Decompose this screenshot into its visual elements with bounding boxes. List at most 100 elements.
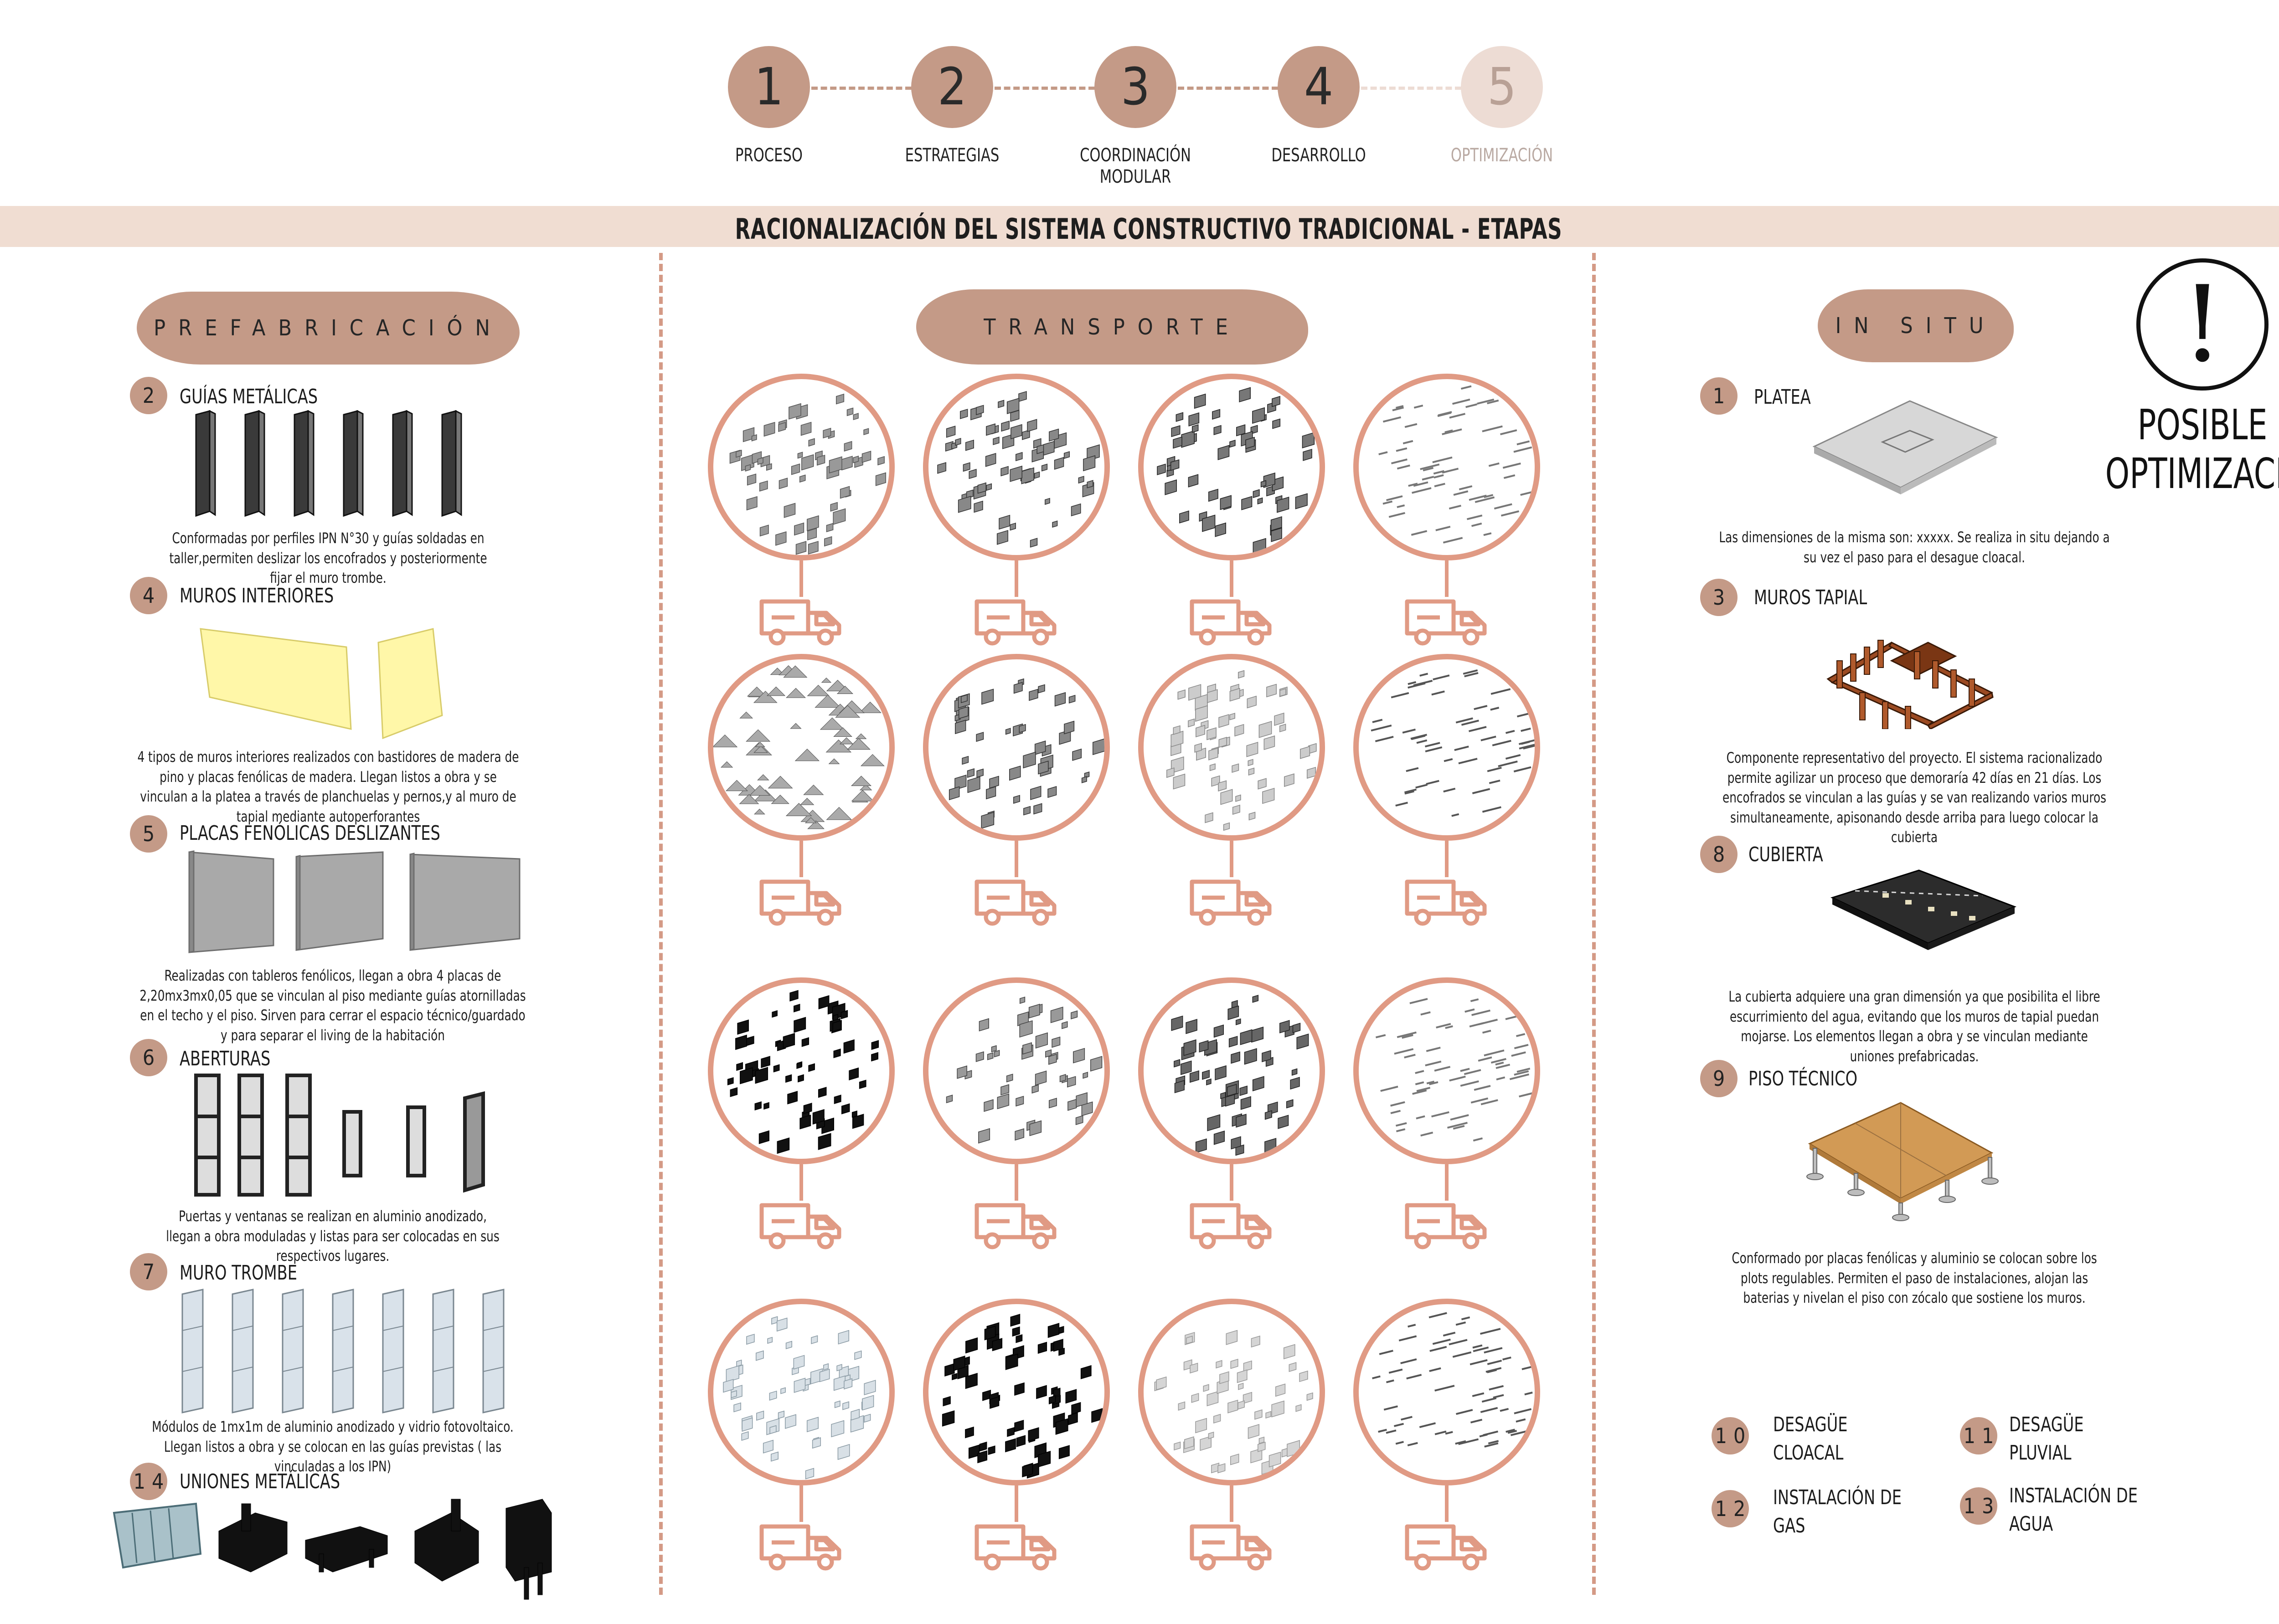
load-item bbox=[1415, 1081, 1424, 1085]
load-item bbox=[986, 483, 992, 491]
load-item bbox=[1274, 712, 1284, 726]
load-item bbox=[1220, 495, 1232, 510]
item-number-badge: 7 bbox=[130, 1253, 167, 1290]
load-item bbox=[1005, 1438, 1016, 1453]
load-items bbox=[946, 997, 1103, 1144]
load-item bbox=[1245, 437, 1255, 449]
load-item bbox=[818, 1133, 831, 1150]
load-item bbox=[1451, 813, 1459, 817]
load-item bbox=[1252, 407, 1265, 424]
load-item bbox=[836, 393, 845, 405]
load-item bbox=[830, 502, 838, 512]
load-item bbox=[1487, 1360, 1502, 1365]
load-item bbox=[1213, 1131, 1225, 1145]
load-item bbox=[1391, 458, 1408, 464]
load-item bbox=[1393, 1423, 1404, 1427]
load-item bbox=[960, 694, 968, 704]
load-item bbox=[1395, 1441, 1404, 1445]
load-item bbox=[1030, 538, 1038, 548]
load-item bbox=[1188, 684, 1201, 701]
load-item bbox=[1423, 467, 1434, 472]
load-item bbox=[1453, 1125, 1465, 1130]
load-item bbox=[800, 421, 812, 436]
load-item bbox=[1023, 751, 1036, 769]
load-item bbox=[735, 1034, 747, 1050]
load-item bbox=[839, 737, 854, 745]
truck-icon bbox=[1403, 1522, 1490, 1572]
step-5-circle[interactable]: 5 bbox=[1461, 46, 1543, 128]
badge-number: 7 bbox=[142, 1259, 155, 1284]
load-item bbox=[1464, 1069, 1481, 1075]
load-item bbox=[1434, 1066, 1451, 1072]
load-item bbox=[1194, 743, 1202, 753]
step-2-circle[interactable]: 2 bbox=[911, 46, 993, 128]
metal-joints-illustration bbox=[113, 1499, 552, 1600]
load-item bbox=[1433, 474, 1444, 478]
load-item bbox=[799, 797, 815, 805]
column-divider-left bbox=[659, 253, 663, 1595]
load-item bbox=[1253, 489, 1260, 499]
load-item bbox=[1188, 474, 1199, 488]
load-item bbox=[1049, 428, 1059, 442]
load-item bbox=[853, 455, 859, 463]
load-item bbox=[1426, 780, 1439, 785]
load-item bbox=[1388, 1368, 1403, 1374]
load-item bbox=[799, 1115, 811, 1130]
load-items bbox=[729, 393, 887, 555]
load-item bbox=[1184, 1436, 1194, 1449]
step-4-circle[interactable]: 4 bbox=[1278, 46, 1360, 128]
load-item bbox=[1023, 806, 1031, 816]
trombe-wall-illustration bbox=[181, 1289, 505, 1413]
load-item bbox=[984, 1099, 994, 1112]
load-item bbox=[977, 482, 986, 494]
load-item bbox=[826, 523, 834, 533]
load-item bbox=[807, 684, 830, 696]
load-item bbox=[1470, 998, 1479, 1002]
badge-number: 10 bbox=[1715, 1424, 1752, 1448]
load-item bbox=[815, 694, 841, 708]
load-item bbox=[1241, 496, 1253, 510]
load-item bbox=[1016, 1095, 1024, 1107]
step-3-circle[interactable]: 3 bbox=[1094, 46, 1176, 128]
load-item bbox=[1505, 1014, 1521, 1020]
item-number-badge: 3 bbox=[1700, 579, 1738, 616]
load-item bbox=[1232, 804, 1240, 815]
load-item bbox=[833, 508, 846, 525]
load-item bbox=[1445, 1025, 1453, 1029]
load-item bbox=[1208, 488, 1218, 502]
load-item bbox=[824, 536, 832, 547]
load-item bbox=[832, 1020, 842, 1032]
section-title-text: PREFABRICACIÓN bbox=[154, 315, 503, 341]
load-item bbox=[1434, 1430, 1447, 1435]
load-item bbox=[779, 478, 788, 489]
load-item bbox=[981, 689, 994, 705]
load-item bbox=[1489, 779, 1500, 784]
load-item bbox=[801, 1037, 810, 1047]
load-item bbox=[798, 1074, 804, 1083]
load-item bbox=[1473, 1137, 1483, 1142]
section-title-transporte: TRANSPORTE bbox=[916, 289, 1308, 365]
roof-illustration bbox=[1830, 869, 2017, 950]
load-items bbox=[942, 1314, 1103, 1479]
load-item bbox=[823, 427, 831, 439]
load-item bbox=[1067, 1076, 1076, 1088]
load-item bbox=[1010, 410, 1020, 422]
load-item bbox=[944, 1363, 955, 1377]
load-item bbox=[1505, 754, 1521, 760]
load-item bbox=[1507, 1429, 1517, 1434]
truck-icon bbox=[973, 877, 1060, 927]
load-item bbox=[1404, 790, 1414, 795]
title-banner bbox=[0, 206, 2279, 247]
load-item bbox=[1202, 1069, 1210, 1080]
load-item bbox=[778, 1410, 785, 1419]
load-item bbox=[1480, 1099, 1498, 1105]
warning-line-1: POSIBLE bbox=[2137, 401, 2268, 449]
load-item bbox=[1033, 803, 1042, 815]
load-item bbox=[726, 1365, 739, 1383]
load-item bbox=[863, 428, 869, 435]
load-item bbox=[1404, 423, 1418, 428]
load-item bbox=[1174, 1059, 1181, 1068]
step-1-circle[interactable]: 1 bbox=[728, 46, 810, 128]
load-item bbox=[1212, 409, 1221, 420]
load-item bbox=[1071, 1402, 1081, 1415]
